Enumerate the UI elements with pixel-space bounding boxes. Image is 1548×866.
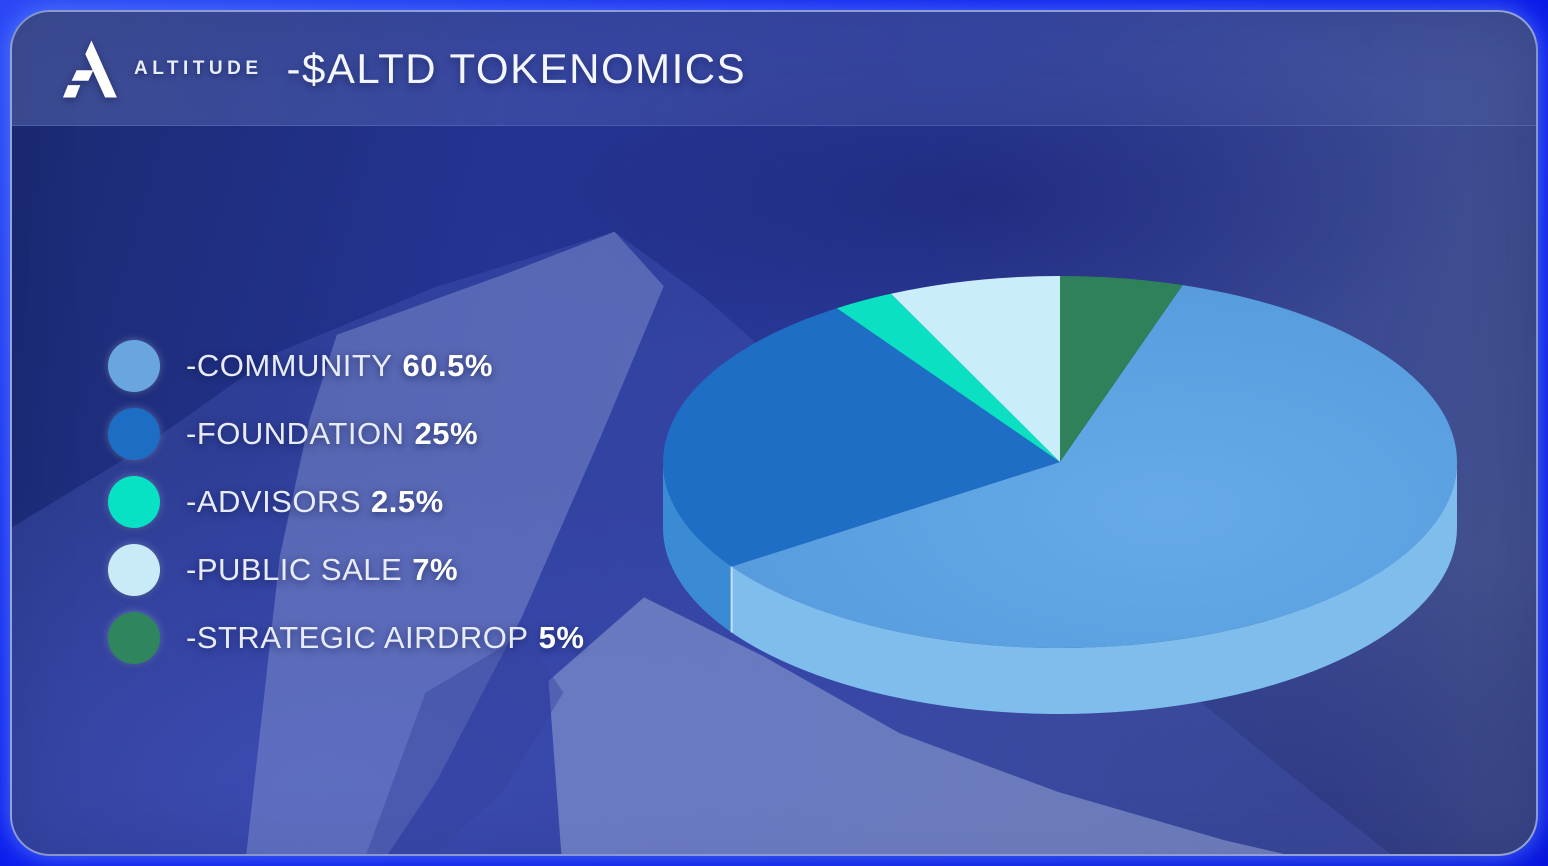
legend-dot-public-sale-icon xyxy=(108,544,160,596)
legend-value: 2.5% xyxy=(371,484,444,519)
legend-text: -PUBLIC SALE 7% xyxy=(186,552,458,588)
legend-dot-foundation-icon xyxy=(108,408,160,460)
legend-value: 7% xyxy=(412,552,459,587)
legend-dot-community-icon xyxy=(108,340,160,392)
tokenomics-card: ALTITUDE -$ALTD TOKENOMICS -COMMUNITY 60.… xyxy=(10,10,1538,856)
brand-wordmark: ALTITUDE xyxy=(134,57,263,79)
legend-dot-advisors-icon xyxy=(108,476,160,528)
legend-label: -ADVISORS xyxy=(186,484,362,519)
legend-text: -ADVISORS 2.5% xyxy=(186,484,444,520)
legend-text: -COMMUNITY 60.5% xyxy=(186,348,493,384)
legend-label: -FOUNDATION xyxy=(186,416,405,451)
page-title: -$ALTD TOKENOMICS xyxy=(286,44,747,92)
legend-value: 5% xyxy=(538,620,585,655)
legend-item-foundation: -FOUNDATION 25% xyxy=(108,408,584,460)
legend-text: -STRATEGIC AIRDROP 5% xyxy=(186,620,584,656)
legend-dot-strategic-airdrop-icon xyxy=(108,612,160,664)
legend-label: -PUBLIC SALE xyxy=(186,552,403,587)
mountain-snow-face xyxy=(246,231,664,854)
header-bar: ALTITUDE -$ALTD TOKENOMICS xyxy=(12,12,1536,126)
mountain-ridge-bottom xyxy=(548,597,1284,854)
legend-item-advisors: -ADVISORS 2.5% xyxy=(108,476,584,528)
legend-value: 60.5% xyxy=(402,348,493,383)
legend-label: -STRATEGIC AIRDROP xyxy=(186,620,529,655)
legend-label: -COMMUNITY xyxy=(186,348,393,383)
legend: -COMMUNITY 60.5% -FOUNDATION 25% -ADVISORS… xyxy=(108,340,584,664)
legend-item-strategic-airdrop: -STRATEGIC AIRDROP 5% xyxy=(108,612,584,664)
mountain-rock-patch xyxy=(366,634,564,854)
legend-item-community: -COMMUNITY 60.5% xyxy=(108,340,584,392)
legend-value: 25% xyxy=(414,416,479,451)
tokenomics-pie-chart xyxy=(663,276,1458,714)
legend-item-public-sale: -PUBLIC SALE 7% xyxy=(108,544,584,596)
altitude-logo-icon xyxy=(62,39,117,98)
legend-text: -FOUNDATION 25% xyxy=(186,416,478,452)
